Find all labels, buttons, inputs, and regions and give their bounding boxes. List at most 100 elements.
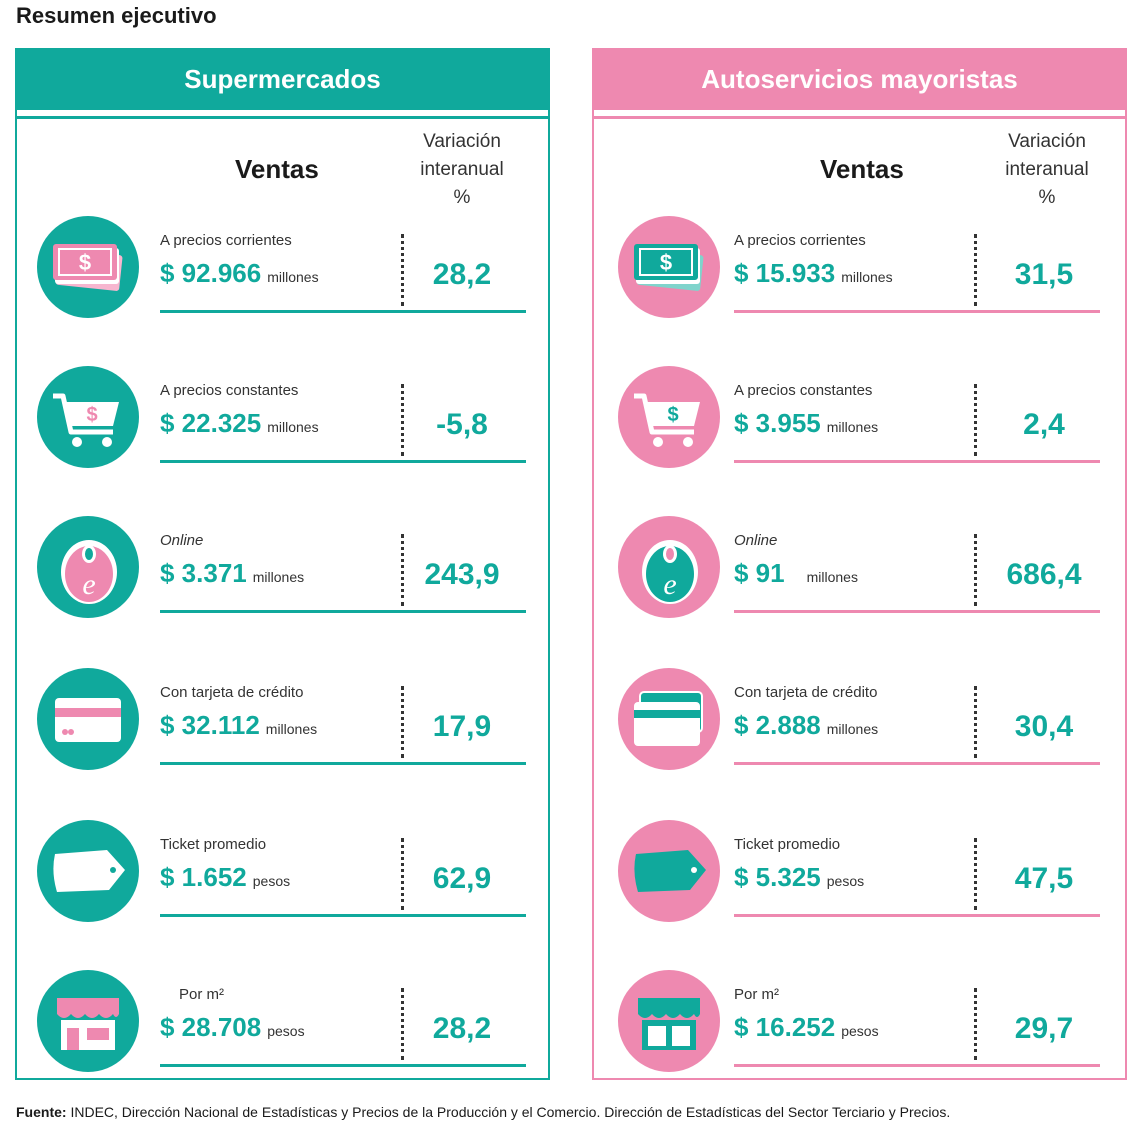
row-underline: [160, 914, 526, 917]
row-underline: [734, 1064, 1100, 1067]
credit-card-icon: [618, 668, 720, 770]
row-value: $ 2.888 millones: [734, 710, 879, 740]
row-value: $ 32.112 millones: [160, 710, 318, 740]
row-value: $ 28.708 pesos: [160, 1012, 305, 1042]
row-tarjeta-credito: Con tarjeta de crédito $ 2.888 millones 3…: [594, 668, 1125, 778]
panel-title: Supermercados: [15, 48, 550, 110]
row-online: e Online $ 91 millones 686,4: [594, 516, 1125, 626]
row-label: Ticket promedio: [734, 836, 841, 853]
variation-column-header: Variación interanual %: [1005, 131, 1089, 208]
store-icon: [618, 970, 720, 1072]
row-underline: [160, 460, 526, 463]
dotted-separator: [974, 988, 977, 1060]
row-underline: [734, 914, 1100, 917]
footer-text: INDEC, Dirección Nacional de Estadística…: [66, 1104, 951, 1120]
svg-text:$: $: [79, 250, 91, 275]
row-variation: 62,9: [432, 862, 492, 895]
row-underline: [160, 310, 526, 313]
row-value: $ 16.252 pesos: [734, 1012, 879, 1042]
header-divider: [17, 116, 548, 119]
dotted-separator: [974, 686, 977, 758]
row-label: A precios constantes: [734, 382, 873, 399]
row-value: $ 5.325 pesos: [734, 862, 865, 892]
row-label: Online: [160, 532, 204, 549]
svg-text:$: $: [660, 250, 672, 275]
row-value: $ 3.371 millones: [160, 558, 305, 588]
supermercados-panel: Supermercados Ventas Variación interanua…: [15, 48, 550, 1080]
row-precios-corrientes: $ A precios corrientes $ 15.933 millones …: [594, 216, 1125, 326]
row-underline: [734, 310, 1100, 313]
dotted-separator: [401, 686, 404, 758]
svg-text:$: $: [667, 404, 678, 426]
row-value: $ 22.325 millones: [160, 408, 319, 438]
row-online: e Online $ 3.371 millones 243,9: [17, 516, 548, 626]
row-underline: [734, 460, 1100, 463]
shopping-cart-icon: $: [37, 366, 139, 468]
row-value: $ 1.652 pesos: [160, 862, 291, 892]
row-precios-constantes: $ A precios constantes $ 3.955 millones 2…: [594, 366, 1125, 476]
row-variation: 31,5: [1014, 258, 1074, 291]
row-label: Por m²: [734, 986, 779, 1003]
dotted-separator: [974, 384, 977, 456]
online-tag-icon: e: [618, 516, 720, 618]
page-title: Resumen ejecutivo: [16, 3, 217, 28]
row-label: Online: [734, 532, 778, 549]
store-icon: [37, 970, 139, 1072]
price-ticket-icon: [37, 820, 139, 922]
svg-text:e: e: [82, 568, 95, 601]
row-variation: 2,4: [1023, 408, 1065, 441]
source-footer: Fuente: INDEC, Dirección Nacional de Est…: [16, 1104, 950, 1120]
row-variation: 17,9: [432, 710, 492, 743]
row-underline: [734, 762, 1100, 765]
header-divider: [594, 116, 1125, 119]
row-variation: 29,7: [1014, 1012, 1074, 1045]
row-label: Con tarjeta de crédito: [160, 684, 304, 701]
ventas-column-title: Ventas: [820, 154, 904, 184]
credit-card-icon: [37, 668, 139, 770]
row-variation: 47,5: [1014, 862, 1074, 895]
row-precios-constantes: $ A precios constantes $ 22.325 millones …: [17, 366, 548, 476]
dotted-separator: [401, 838, 404, 910]
row-precios-corrientes: $ A precios corrientes $ 92.966 millones …: [17, 216, 548, 326]
row-value: $ 92.966 millones: [160, 258, 319, 288]
row-label: Ticket promedio: [160, 836, 267, 853]
row-label: A precios constantes: [160, 382, 299, 399]
row-variation: 686,4: [1006, 558, 1082, 591]
row-underline: [160, 610, 526, 613]
shopping-cart-icon: $: [618, 366, 720, 468]
row-label: A precios corrientes: [734, 232, 866, 249]
row-label: Por m²: [179, 986, 224, 1003]
row-por-m2: Por m² $ 16.252 pesos 29,7: [594, 970, 1125, 1080]
dotted-separator: [401, 384, 404, 456]
online-tag-icon: e: [37, 516, 139, 618]
dotted-separator: [974, 234, 977, 306]
autoservicios-panel: Autoservicios mayoristas Ventas Variació…: [592, 48, 1127, 1080]
dotted-separator: [401, 988, 404, 1060]
dotted-separator: [401, 534, 404, 606]
row-underline: [160, 1064, 526, 1067]
dotted-separator: [974, 838, 977, 910]
dotted-separator: [974, 534, 977, 606]
row-label: A precios corrientes: [160, 232, 292, 249]
money-bills-icon: $: [37, 216, 139, 318]
footer-label: Fuente:: [16, 1104, 67, 1120]
row-value: $ 15.933 millones: [734, 258, 893, 288]
row-variation: -5,8: [436, 408, 488, 441]
row-tarjeta-credito: Con tarjeta de crédito $ 32.112 millones …: [17, 668, 548, 778]
dotted-separator: [401, 234, 404, 306]
price-ticket-icon: [618, 820, 720, 922]
row-variation: 28,2: [432, 258, 492, 291]
row-ticket-promedio: Ticket promedio $ 1.652 pesos 62,9: [17, 820, 548, 930]
money-bills-icon: $: [618, 216, 720, 318]
row-variation: 28,2: [432, 1012, 492, 1045]
ventas-column-title: Ventas: [235, 154, 319, 184]
row-label: Con tarjeta de crédito: [734, 684, 878, 701]
row-value: $ 91 millones: [734, 558, 858, 588]
row-por-m2: Por m² $ 28.708 pesos 28,2: [17, 970, 548, 1080]
row-value: $ 3.955 millones: [734, 408, 879, 438]
svg-text:$: $: [86, 404, 97, 426]
row-underline: [734, 610, 1100, 613]
panel-title: Autoservicios mayoristas: [592, 48, 1127, 110]
row-variation: 243,9: [424, 558, 500, 591]
row-ticket-promedio: Ticket promedio $ 5.325 pesos 47,5: [594, 820, 1125, 930]
